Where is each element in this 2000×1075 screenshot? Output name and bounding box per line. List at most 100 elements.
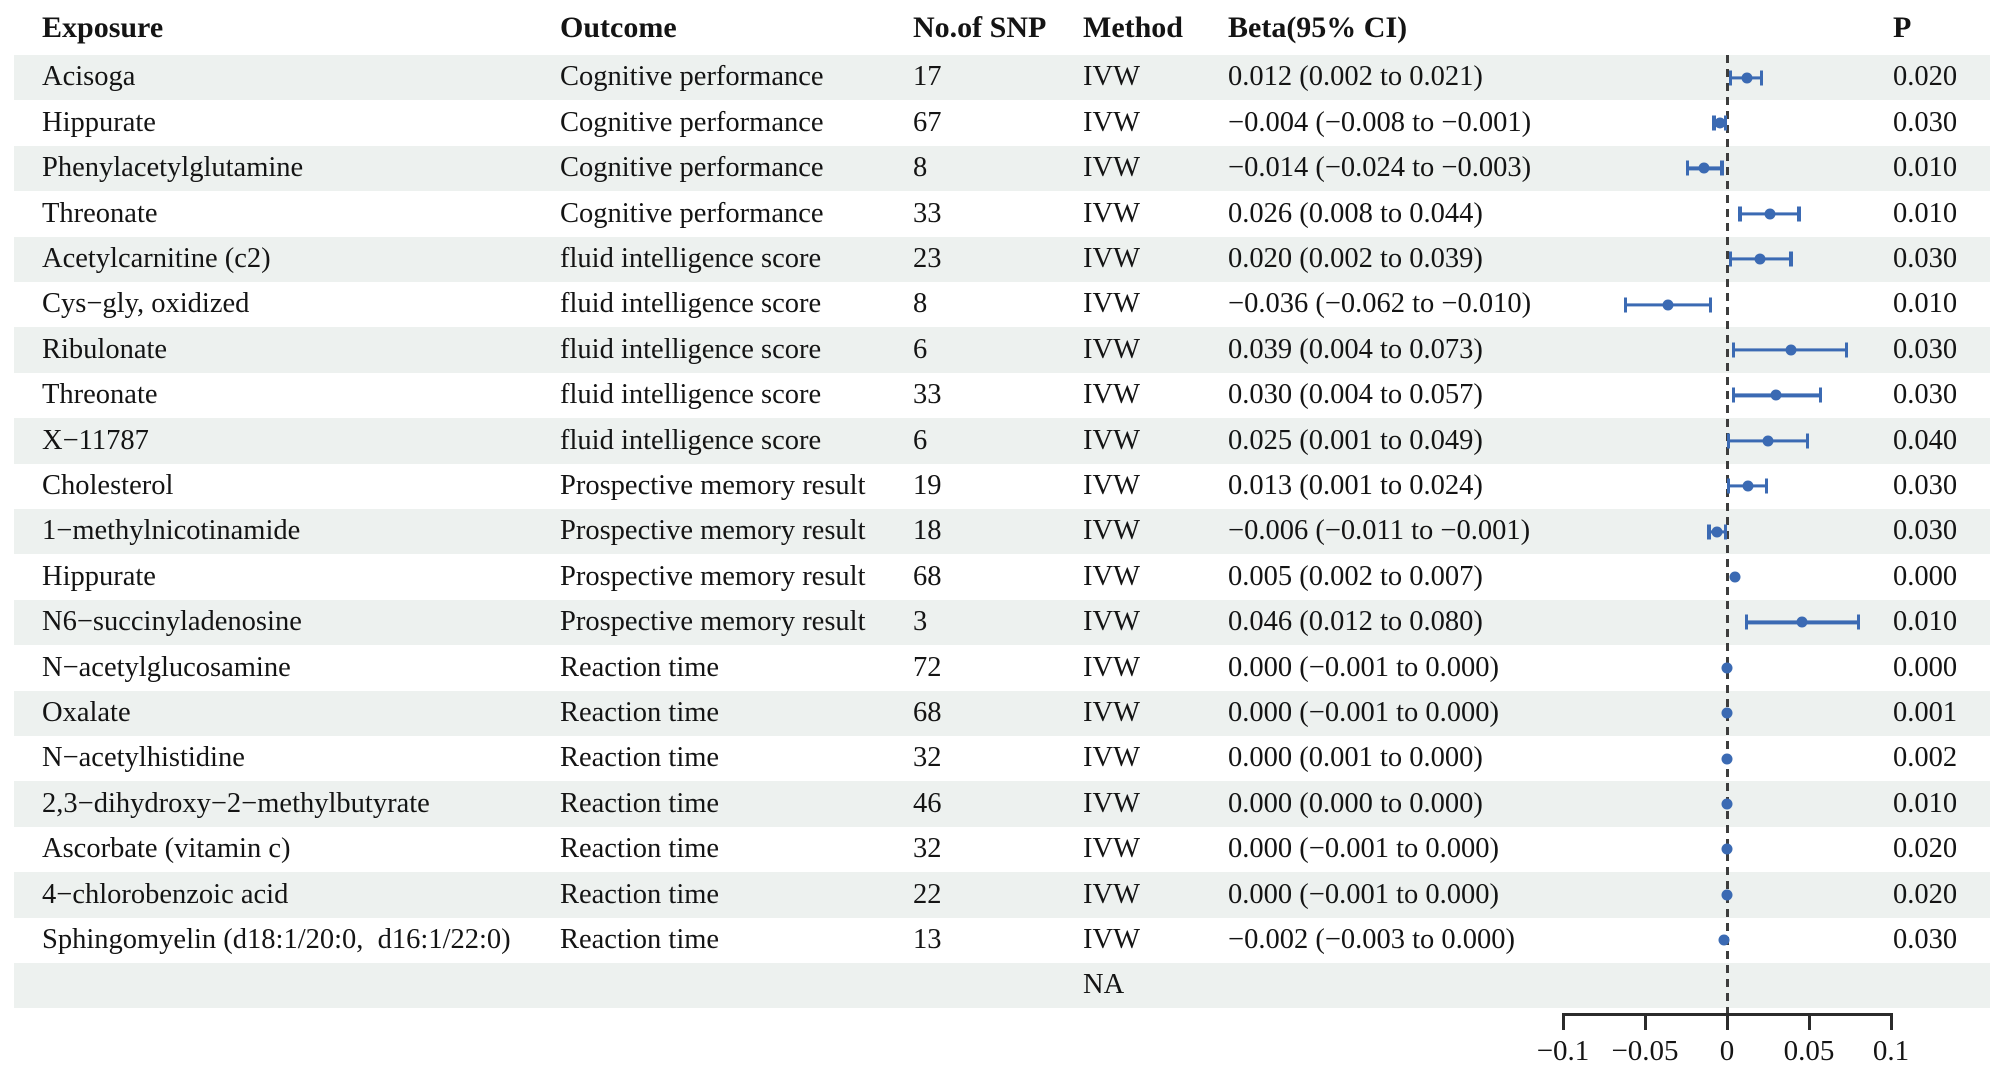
beta-ci-cell: −0.036 (−0.062 to −0.010) [1228, 288, 1532, 320]
header-method: Method [1083, 10, 1183, 44]
ci-cap [1845, 342, 1849, 358]
outcome-cell: Reaction time [560, 833, 720, 865]
table-row: Hippurate Cognitive performance 67 IVW −… [0, 100, 2000, 145]
outcome-cell: Cognitive performance [560, 61, 824, 93]
method-cell: IVW [1083, 424, 1140, 456]
method-cell: IVW [1083, 288, 1140, 320]
method-cell: IVW [1083, 606, 1140, 638]
ci-cap [1720, 160, 1724, 176]
p-value-cell: 0.030 [1893, 333, 1958, 365]
method-cell: IVW [1083, 197, 1140, 229]
p-value-cell: 0.030 [1893, 515, 1958, 547]
exposure-cell: Threonate [42, 379, 158, 411]
snp-count-cell: 13 [913, 924, 942, 956]
outcome-cell: fluid intelligence score [560, 424, 822, 456]
snp-count-cell: 33 [913, 379, 942, 411]
x-axis-tick-label: −0.05 [1611, 1035, 1679, 1067]
table-row: Ascorbate (vitamin c) Reaction time 32 I… [0, 827, 2000, 872]
outcome-cell: Prospective memory result [560, 606, 866, 638]
beta-ci-cell: 0.013 (0.001 to 0.024) [1228, 470, 1483, 502]
snp-count-cell: 68 [913, 560, 942, 592]
method-cell: IVW [1083, 61, 1140, 93]
ci-cap [1723, 524, 1728, 540]
method-cell: IVW [1083, 787, 1140, 819]
beta-point-marker [1785, 344, 1797, 356]
ci-cap [1797, 206, 1801, 222]
x-axis-tick [1561, 1013, 1565, 1030]
beta-ci-cell: 0.000 (−0.001 to 0.000) [1228, 697, 1499, 729]
ci-cap [1623, 297, 1627, 313]
method-cell: IVW [1083, 515, 1140, 547]
table-row: N−acetylhistidine Reaction time 32 IVW 0… [0, 736, 2000, 781]
beta-ci-cell: 0.005 (0.002 to 0.007) [1228, 560, 1483, 592]
p-value-cell: 0.020 [1893, 61, 1958, 93]
table-row: Cys−gly, oxidized fluid intelligence sco… [0, 282, 2000, 327]
header-outcome: Outcome [560, 10, 677, 44]
beta-ci-cell: −0.002 (−0.003 to 0.000) [1228, 924, 1516, 956]
beta-ci-cell: 0.046 (0.012 to 0.080) [1228, 606, 1483, 638]
exposure-cell: Ribulonate [42, 333, 168, 365]
ci-cap [1764, 478, 1769, 494]
method-cell: IVW [1083, 560, 1140, 592]
beta-point-marker [1718, 934, 1730, 946]
beta-point-marker [1762, 435, 1774, 447]
method-cell: IVW [1083, 152, 1140, 184]
snp-count-cell: 22 [913, 878, 942, 910]
method-cell: IVW [1083, 651, 1140, 683]
exposure-cell: Oxalate [42, 697, 131, 729]
exposure-cell: 2,3−dihydroxy−2−methylbutyrate [42, 787, 430, 819]
outcome-cell: Reaction time [560, 742, 720, 774]
p-value-cell: 0.020 [1893, 833, 1958, 865]
header-exposure: Exposure [42, 10, 164, 44]
table-row: Ribulonate fluid intelligence score 6 IV… [0, 327, 2000, 374]
ci-cap [1805, 433, 1810, 449]
beta-point-marker [1714, 117, 1726, 129]
beta-point-marker [1721, 753, 1733, 765]
exposure-cell: Ascorbate (vitamin c) [42, 833, 291, 865]
p-value-cell: 0.000 [1893, 560, 1958, 592]
outcome-cell: Prospective memory result [560, 470, 866, 502]
p-value-cell: 0.040 [1893, 424, 1958, 456]
snp-count-cell: 17 [913, 61, 942, 93]
x-axis-tick-label: −0.1 [1536, 1035, 1590, 1067]
ci-cap [1726, 478, 1731, 494]
ci-cap [1728, 70, 1732, 86]
method-cell: IVW [1083, 333, 1140, 365]
x-axis-tick [1725, 1013, 1729, 1030]
beta-ci-cell: 0.000 (0.001 to 0.000) [1228, 742, 1483, 774]
ci-cap [1759, 70, 1764, 86]
snp-count-cell: 6 [913, 424, 928, 456]
method-cell: IVW [1083, 243, 1140, 275]
exposure-cell: 1−methylnicotinamide [42, 515, 301, 547]
x-axis-tick-label: 0.05 [1783, 1035, 1835, 1067]
beta-ci-cell: 0.020 (0.002 to 0.039) [1228, 243, 1483, 275]
table-row: 4−chlorobenzoic acid Reaction time 22 IV… [0, 872, 2000, 918]
beta-ci-cell: 0.030 (0.004 to 0.057) [1228, 379, 1483, 411]
snp-count-cell: 8 [913, 288, 928, 320]
beta-point-marker [1721, 662, 1733, 674]
x-axis-tick-label: 0 [1719, 1035, 1735, 1067]
p-value-cell: 0.010 [1893, 197, 1958, 229]
exposure-cell: Acisoga [42, 61, 136, 93]
snp-count-cell: 19 [913, 470, 942, 502]
table-row: Threonate Cognitive performance 33 IVW 0… [0, 191, 2000, 236]
p-value-cell: 0.020 [1893, 878, 1958, 910]
p-value-cell: 0.030 [1893, 379, 1958, 411]
header-beta-ci: Beta(95% CI) [1228, 10, 1408, 44]
x-axis-tick [1889, 1013, 1893, 1030]
outcome-cell: Cognitive performance [560, 106, 824, 138]
snp-count-cell: 32 [913, 742, 942, 774]
beta-point-marker [1741, 72, 1753, 84]
table-row: Hippurate Prospective memory result 68 I… [0, 554, 2000, 599]
ci-cap [1744, 614, 1749, 630]
table-row: 1−methylnicotinamide Prospective memory … [0, 509, 2000, 555]
beta-point-marker [1721, 798, 1733, 810]
method-cell: IVW [1083, 833, 1140, 865]
table-row: N6−succinyladenosine Prospective memory … [0, 599, 2000, 646]
beta-point-marker [1698, 162, 1710, 174]
snp-count-cell: 32 [913, 833, 942, 865]
outcome-cell: Reaction time [560, 697, 720, 729]
ci-cap [1738, 206, 1742, 222]
table-row: Oxalate Reaction time 68 IVW 0.000 (−0.0… [0, 690, 2000, 737]
